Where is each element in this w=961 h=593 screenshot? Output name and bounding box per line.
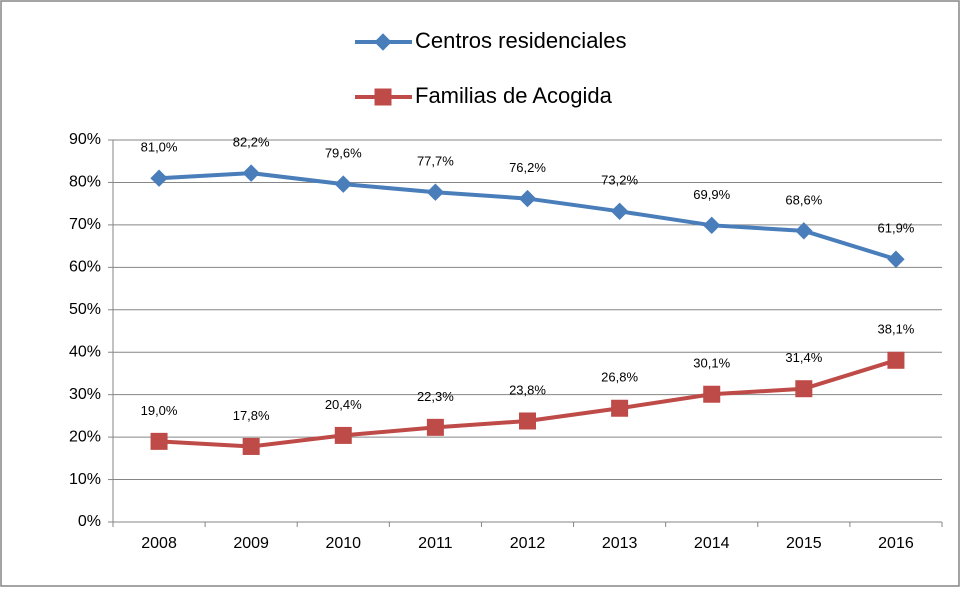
data-point — [518, 189, 537, 208]
data-point — [150, 169, 168, 187]
y-tick-label: 80% — [69, 174, 101, 191]
data-point — [795, 222, 813, 240]
y-tick-label: 0% — [78, 513, 101, 530]
x-tick-label: 2010 — [325, 535, 361, 552]
y-tick-label: 90% — [69, 131, 101, 148]
value-label: 76,2% — [509, 160, 546, 175]
legend-label: Centros residenciales — [415, 28, 627, 53]
data-point — [795, 380, 813, 398]
y-tick-label: 40% — [69, 343, 101, 360]
data-point — [887, 250, 905, 268]
value-label: 19,0% — [141, 403, 178, 418]
data-point — [334, 426, 352, 444]
value-label: 17,8% — [233, 408, 270, 423]
x-tick-label: 2013 — [602, 535, 638, 552]
x-tick-label: 2009 — [233, 535, 269, 552]
value-label: 38,1% — [878, 322, 915, 337]
value-label: 68,6% — [785, 192, 822, 207]
x-tick-label: 2011 — [418, 535, 453, 552]
data-point — [242, 437, 260, 455]
data-point — [519, 412, 536, 430]
y-tick-label: 60% — [69, 259, 101, 276]
value-label: 20,4% — [325, 397, 362, 412]
value-label: 23,8% — [509, 382, 546, 397]
value-label: 69,9% — [693, 187, 730, 202]
value-label: 82,2% — [233, 135, 270, 150]
data-point — [703, 216, 721, 235]
y-tick-label: 70% — [69, 216, 101, 233]
legend-marker — [374, 33, 392, 51]
y-tick-label: 10% — [69, 471, 101, 488]
value-label: 22,3% — [417, 389, 454, 404]
data-point — [703, 385, 721, 403]
data-point — [887, 351, 905, 369]
value-label: 81,0% — [141, 140, 178, 155]
data-point — [610, 202, 629, 221]
data-point — [150, 432, 168, 450]
data-point — [426, 418, 444, 436]
y-tick-label: 50% — [69, 301, 101, 318]
x-tick-label: 2008 — [141, 535, 177, 552]
legend-marker — [374, 88, 392, 106]
value-label: 26,8% — [601, 370, 638, 385]
y-tick-label: 20% — [69, 428, 101, 445]
x-tick-label: 2014 — [694, 535, 730, 552]
value-label: 61,9% — [878, 221, 915, 236]
value-label: 31,4% — [785, 350, 822, 365]
value-label: 73,2% — [601, 173, 638, 188]
data-point — [611, 399, 629, 417]
x-tick-label: 2012 — [510, 535, 546, 552]
legend-label: Familias de Acogida — [415, 83, 613, 108]
value-label: 79,6% — [325, 146, 362, 161]
value-label: 77,7% — [417, 154, 454, 169]
y-tick-label: 30% — [69, 386, 101, 403]
x-tick-label: 2016 — [878, 535, 914, 552]
data-point — [334, 175, 352, 193]
value-label: 30,1% — [693, 356, 730, 371]
data-point — [242, 164, 260, 182]
x-tick-label: 2015 — [786, 535, 822, 552]
data-point — [426, 183, 445, 201]
